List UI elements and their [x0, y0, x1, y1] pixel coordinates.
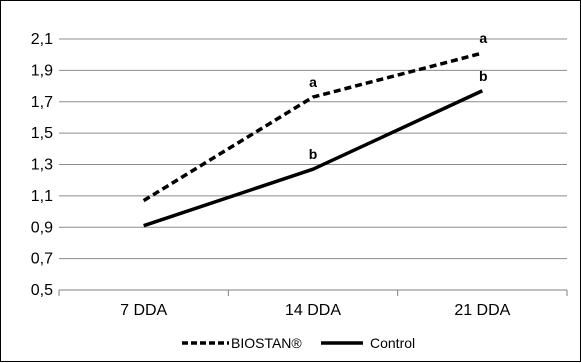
y-tick-label: 1,3 — [31, 157, 53, 174]
point-labels: a a b b — [309, 30, 488, 162]
y-axis-ticks: 0,5 0,7 0,9 1,1 1,3 1,5 1,7 1,9 2,1 — [31, 31, 53, 299]
y-tick-label: 1,7 — [31, 94, 53, 111]
x-tick-label: 14 DDA — [285, 302, 341, 319]
y-tick-label: 0,5 — [31, 282, 53, 299]
point-label: b — [309, 146, 318, 162]
point-label: a — [309, 74, 317, 90]
x-tick-label: 21 DDA — [454, 302, 510, 319]
y-tick-label: 0,9 — [31, 219, 53, 236]
y-tick-label: 2,1 — [31, 31, 53, 48]
series-line — [143, 89, 484, 228]
legend-label: BIOSTAN® — [231, 335, 302, 351]
gridlines — [59, 38, 567, 291]
x-axis: 7 DDA 14 DDA 21 DDA — [58, 290, 568, 319]
point-label: a — [479, 30, 487, 46]
y-tick-label: 1,1 — [31, 188, 53, 205]
y-tick-label: 1,5 — [31, 125, 53, 142]
legend-label: Control — [370, 335, 415, 351]
series-lines — [142, 51, 484, 228]
point-label: b — [479, 68, 488, 84]
legend: BIOSTAN® Control — [182, 335, 415, 351]
y-tick-label: 0,7 — [31, 251, 53, 268]
series-line — [142, 51, 483, 203]
x-tick-label: 7 DDA — [120, 302, 167, 319]
y-tick-label: 1,9 — [31, 62, 53, 79]
